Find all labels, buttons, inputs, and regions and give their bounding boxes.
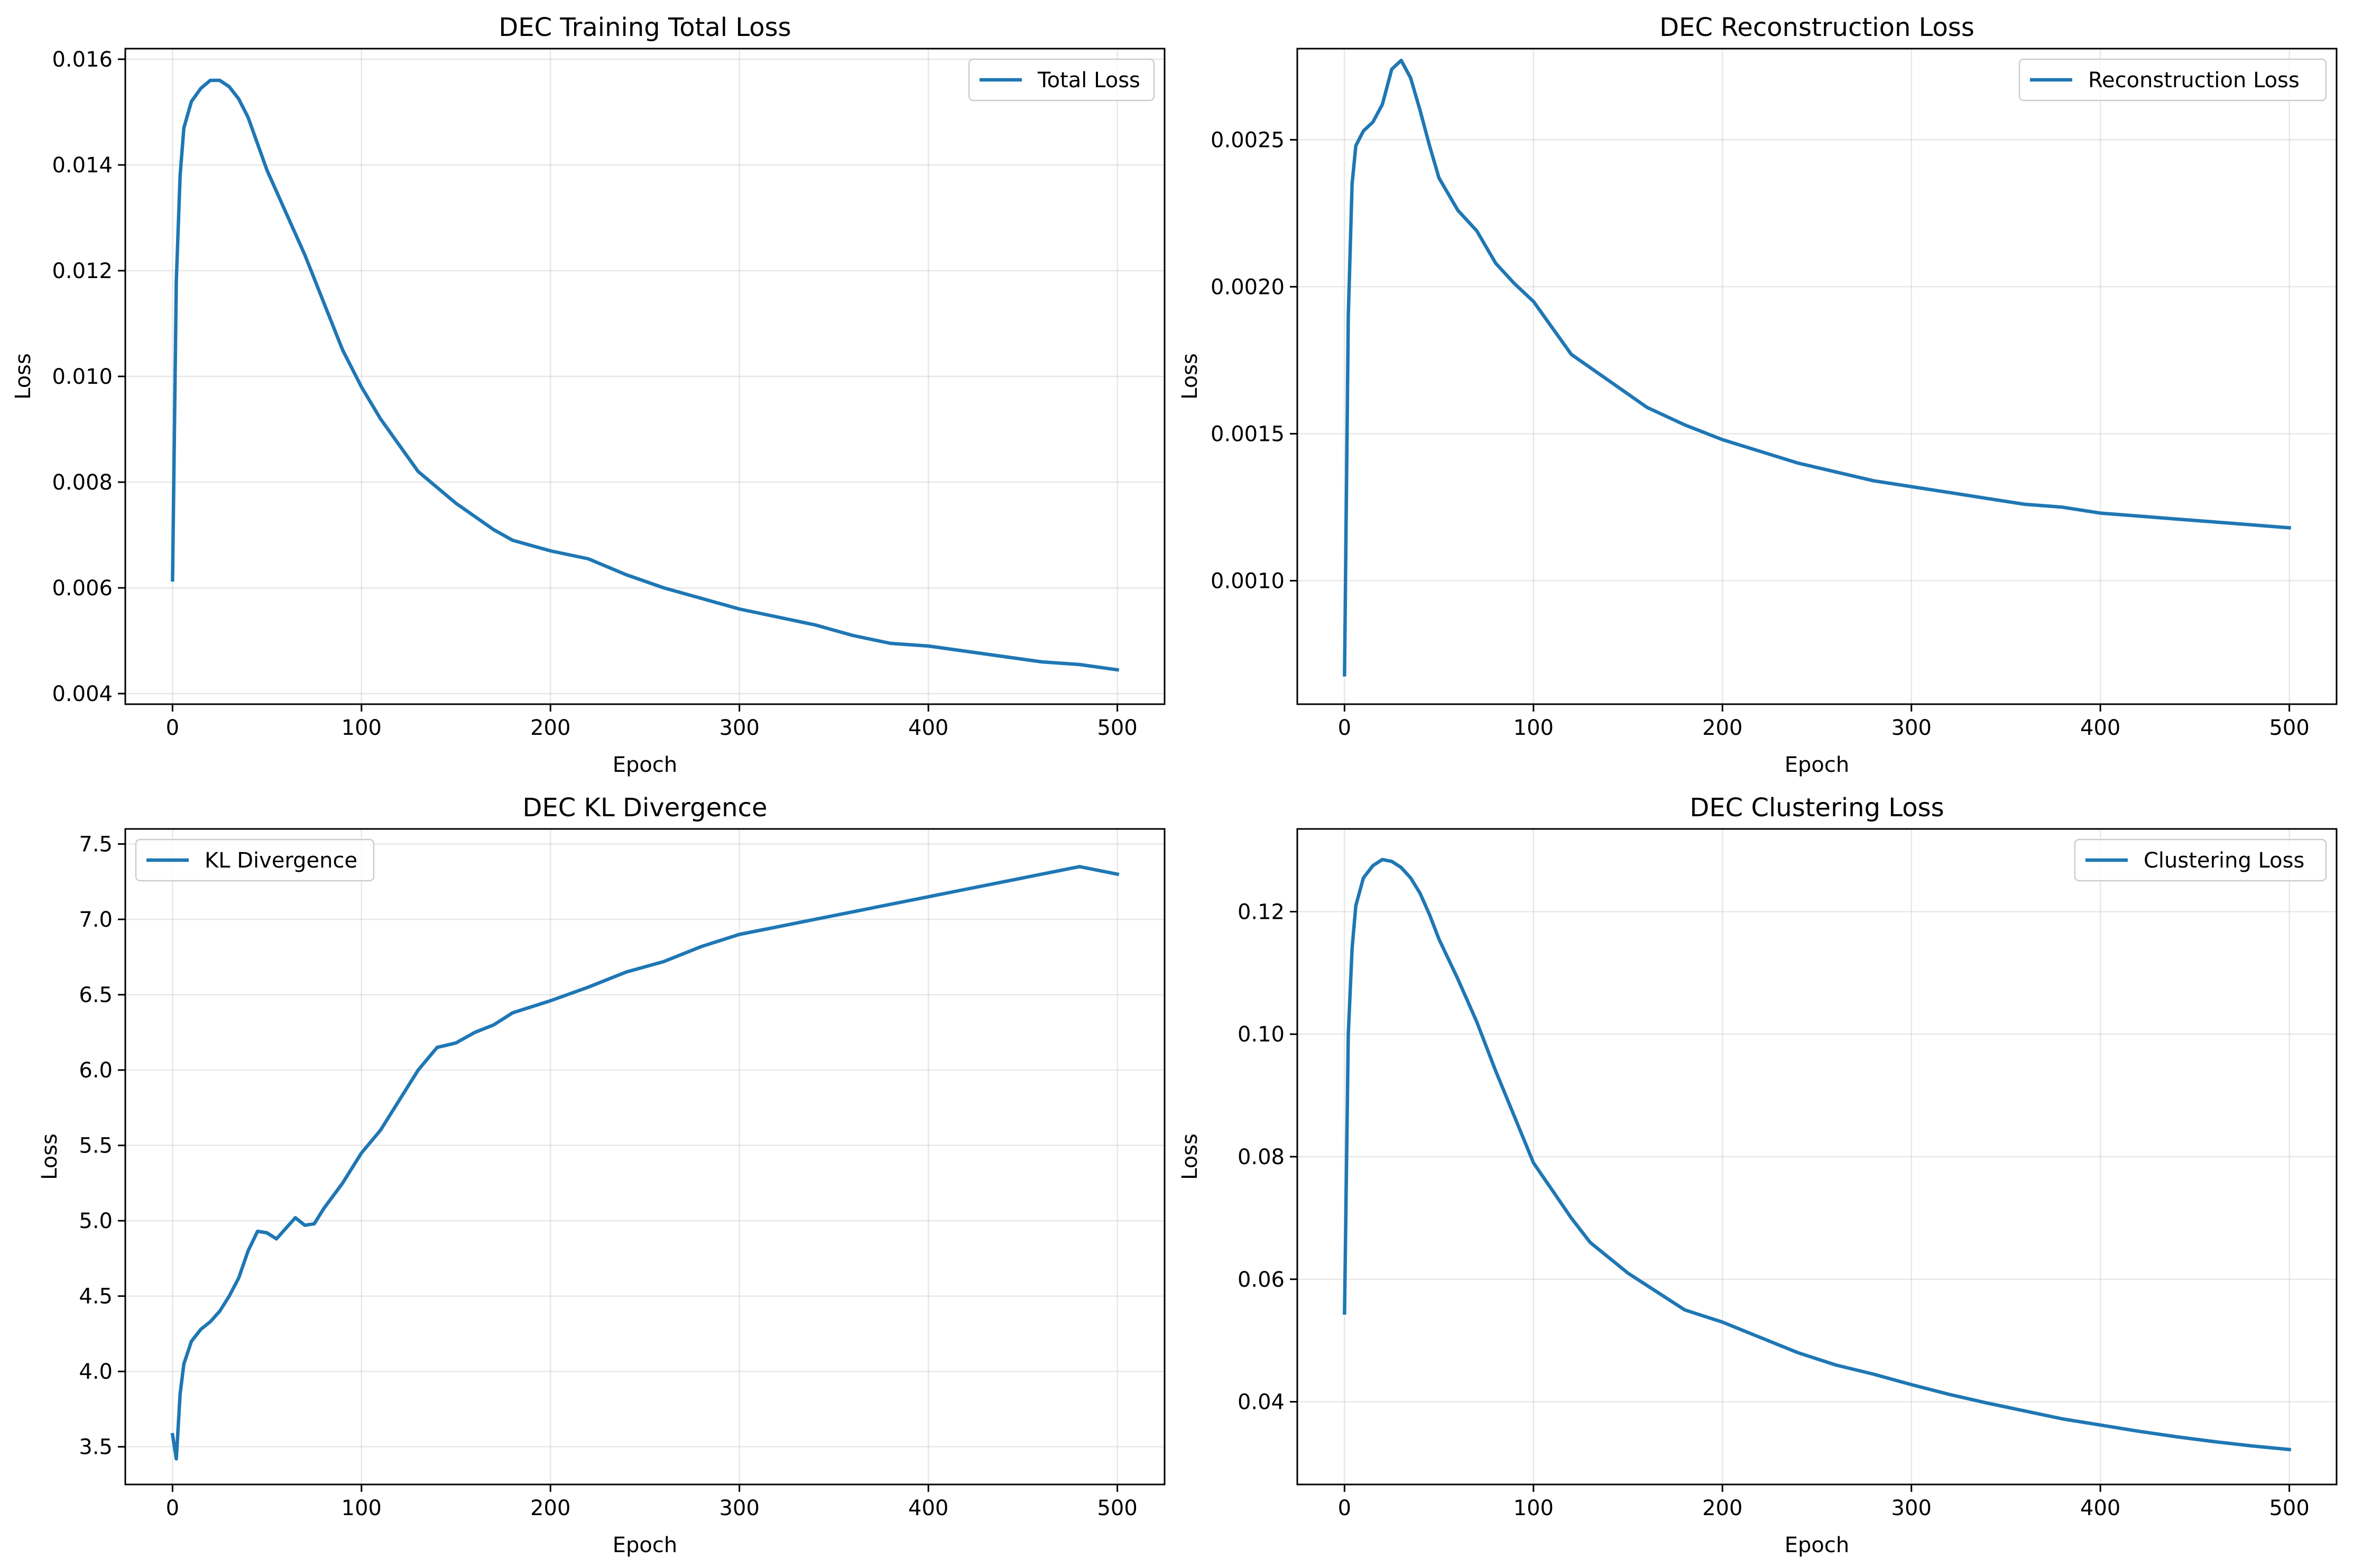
y-tick-label: 0.016 bbox=[52, 48, 113, 72]
x-tick-label: 300 bbox=[719, 1496, 760, 1520]
x-tick-label: 200 bbox=[1702, 716, 1742, 740]
x-axis-label: Epoch bbox=[1785, 753, 1849, 777]
y-tick-label: 7.0 bbox=[79, 908, 113, 932]
x-axis-label: Epoch bbox=[1785, 1533, 1849, 1557]
legend-box bbox=[968, 58, 1155, 102]
x-tick-label: 200 bbox=[530, 1496, 570, 1520]
legend: Total Loss bbox=[968, 58, 1155, 102]
y-tick-label: 0.04 bbox=[1238, 1390, 1285, 1415]
chart-title: DEC Training Total Loss bbox=[499, 13, 791, 42]
legend: Clustering Loss bbox=[2074, 838, 2327, 882]
legend-label: Reconstruction Loss bbox=[2088, 68, 2300, 93]
y-tick-label: 0.0010 bbox=[1211, 569, 1285, 593]
x-tick-label: 100 bbox=[1513, 716, 1554, 740]
x-tick-label: 500 bbox=[1097, 1496, 1137, 1520]
legend-box bbox=[2074, 838, 2327, 882]
y-tick-label: 0.12 bbox=[1238, 900, 1285, 924]
x-tick-label: 500 bbox=[2269, 1496, 2309, 1520]
legend-box bbox=[135, 838, 375, 882]
y-tick-label: 3.5 bbox=[79, 1435, 113, 1460]
x-tick-label: 400 bbox=[2080, 716, 2120, 740]
series-line-1 bbox=[1343, 58, 2292, 677]
y-tick-label: 0.0015 bbox=[1211, 422, 1285, 446]
y-tick-label: 0.004 bbox=[52, 682, 113, 706]
y-tick-label: 5.5 bbox=[79, 1134, 113, 1158]
chart-panel-4: 0 100 200 300 400 500 0.04 0.06 0.08 0.10 0.12 DEC … bbox=[1178, 793, 2338, 1557]
legend: KL Divergence bbox=[135, 838, 375, 882]
y-axis-label: Loss bbox=[11, 353, 35, 400]
x-tick-label: 200 bbox=[1702, 1496, 1742, 1520]
y-tick-label: 5.0 bbox=[79, 1209, 113, 1233]
x-tick-label: 0 bbox=[1338, 716, 1351, 740]
y-tick-label: 6.5 bbox=[79, 983, 113, 1008]
y-tick-label: 0.012 bbox=[52, 259, 113, 283]
legend-box bbox=[2018, 58, 2327, 102]
x-tick-label: 500 bbox=[2269, 716, 2309, 740]
x-tick-label: 100 bbox=[1513, 1496, 1554, 1520]
chart-title: DEC Reconstruction Loss bbox=[1659, 13, 1974, 42]
legend-label: Total Loss bbox=[1037, 68, 1140, 93]
y-tick-label: 4.0 bbox=[79, 1360, 113, 1384]
y-tick-label: 0.0025 bbox=[1211, 128, 1285, 152]
y-tick-label: 0.010 bbox=[52, 365, 113, 389]
x-tick-label: 400 bbox=[2080, 1496, 2120, 1520]
x-tick-label: 100 bbox=[341, 1496, 382, 1520]
legend-label: KL Divergence bbox=[205, 848, 357, 873]
y-tick-label: 0.08 bbox=[1238, 1145, 1285, 1169]
y-axis-label: Loss bbox=[1178, 353, 1202, 400]
x-tick-label: 0 bbox=[1338, 1496, 1351, 1520]
chart-title: DEC KL Divergence bbox=[522, 793, 767, 823]
x-tick-label: 300 bbox=[1891, 1496, 1932, 1520]
y-tick-label: 0.06 bbox=[1238, 1268, 1285, 1292]
x-tick-label: 400 bbox=[908, 1496, 948, 1520]
x-tick-label: 300 bbox=[719, 716, 760, 740]
y-tick-label: 0.008 bbox=[52, 471, 113, 495]
series-line-1 bbox=[171, 78, 1120, 672]
chart-panel-1: 0 100 200 300 400 500 0.004 0.006 0.008 0.010 0.01… bbox=[11, 13, 1166, 777]
x-tick-label: 300 bbox=[1891, 716, 1932, 740]
y-tick-label: 0.006 bbox=[52, 576, 113, 601]
y-axis-label: Loss bbox=[1178, 1133, 1202, 1180]
x-tick-label: 500 bbox=[1097, 716, 1137, 740]
y-tick-label: 0.014 bbox=[52, 153, 113, 178]
series-line-1 bbox=[1343, 857, 2292, 1452]
plot-frame bbox=[1296, 48, 2338, 705]
y-axis-label: Loss bbox=[38, 1133, 62, 1180]
y-tick-label: 0.0020 bbox=[1211, 275, 1285, 299]
x-tick-label: 0 bbox=[166, 716, 179, 740]
chart-panel-3: 0 100 200 300 400 500 3.5 4.0 4.5 5.0 5.5 6.0 6.5 7.0… bbox=[38, 793, 1166, 1557]
legend-label: Clustering Loss bbox=[2144, 848, 2304, 873]
y-tick-label: 4.5 bbox=[79, 1285, 113, 1309]
x-tick-label: 200 bbox=[530, 716, 570, 740]
series-line-1 bbox=[170, 865, 1120, 1461]
x-axis-label: Epoch bbox=[613, 1533, 677, 1557]
x-tick-label: 0 bbox=[166, 1496, 179, 1520]
chart-panel-2: 0 100 200 300 400 500 0.0010 0.0015 0.0020 0.0025… bbox=[1178, 13, 2338, 777]
y-tick-label: 6.0 bbox=[79, 1058, 113, 1083]
x-tick-label: 400 bbox=[908, 716, 948, 740]
x-tick-label: 100 bbox=[341, 716, 382, 740]
legend: Reconstruction Loss bbox=[2018, 58, 2327, 102]
plot-frame bbox=[124, 828, 1166, 1486]
y-tick-label: 0.10 bbox=[1238, 1022, 1285, 1047]
x-axis-label: Epoch bbox=[613, 753, 677, 777]
chart-title: DEC Clustering Loss bbox=[1690, 793, 1944, 823]
y-tick-label: 7.5 bbox=[79, 833, 113, 857]
